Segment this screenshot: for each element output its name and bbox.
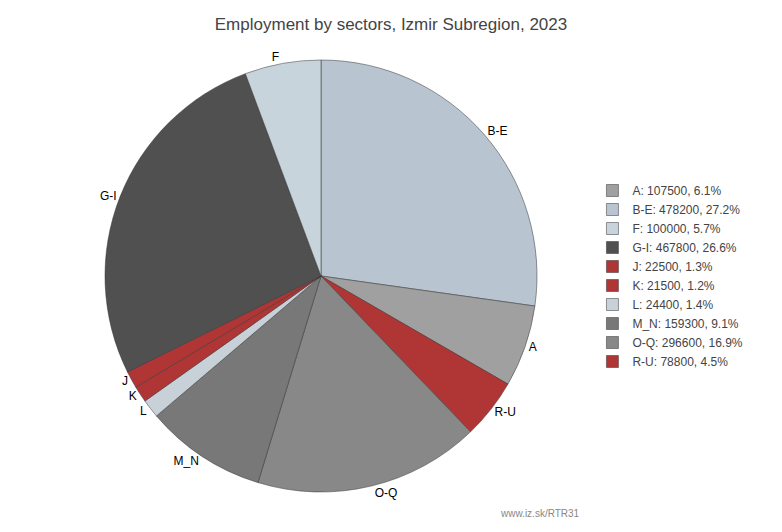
svg-text:www.iz.sk/RTR31: www.iz.sk/RTR31 — [500, 508, 580, 519]
svg-text:O-Q: O-Q — [375, 486, 398, 500]
svg-text:A: 107500, 6.1%: A: 107500, 6.1% — [632, 184, 721, 198]
svg-text:R-U: 78800, 4.5%: R-U: 78800, 4.5% — [632, 355, 728, 369]
svg-text:F: F — [272, 50, 279, 64]
svg-text:K: 21500, 1.2%: K: 21500, 1.2% — [632, 279, 714, 293]
svg-text:L: L — [140, 404, 147, 418]
svg-text:M_N: M_N — [174, 454, 199, 468]
svg-text:B-E: B-E — [488, 124, 508, 138]
svg-text:F: 100000, 5.7%: F: 100000, 5.7% — [632, 222, 720, 236]
svg-text:G-I: G-I — [100, 189, 117, 203]
svg-text:J: J — [122, 374, 128, 388]
svg-text:O-Q: 296600, 16.9%: O-Q: 296600, 16.9% — [632, 336, 742, 350]
svg-text:R-U: R-U — [494, 405, 515, 419]
svg-text:Employment by sectors, Izmir S: Employment by sectors, Izmir Subregion, … — [215, 15, 567, 34]
svg-text:A: A — [529, 340, 537, 354]
svg-text:K: K — [129, 389, 137, 403]
svg-text:B-E: 478200, 27.2%: B-E: 478200, 27.2% — [632, 203, 740, 217]
svg-text:J: 22500, 1.3%: J: 22500, 1.3% — [632, 260, 712, 274]
svg-text:L: 24400, 1.4%: L: 24400, 1.4% — [632, 298, 713, 312]
svg-text:G-I: 467800, 26.6%: G-I: 467800, 26.6% — [632, 241, 736, 255]
svg-text:M_N: 159300, 9.1%: M_N: 159300, 9.1% — [632, 317, 738, 331]
